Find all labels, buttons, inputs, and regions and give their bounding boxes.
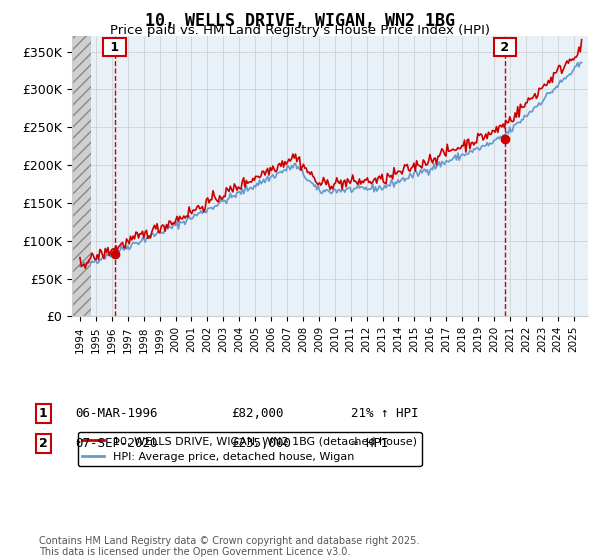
Text: 1: 1: [106, 41, 124, 54]
Bar: [72, 36, 91, 316]
Text: 06-MAR-1996: 06-MAR-1996: [75, 407, 157, 420]
Text: 2: 2: [496, 41, 514, 54]
Text: 1: 1: [39, 407, 48, 420]
Text: Contains HM Land Registry data © Crown copyright and database right 2025.
This d: Contains HM Land Registry data © Crown c…: [39, 535, 419, 557]
Text: £235,000: £235,000: [231, 437, 291, 450]
Text: £82,000: £82,000: [231, 407, 284, 420]
Text: 07-SEP-2020: 07-SEP-2020: [75, 437, 157, 450]
Text: 21% ↑ HPI: 21% ↑ HPI: [351, 407, 419, 420]
Text: 10, WELLS DRIVE, WIGAN, WN2 1BG: 10, WELLS DRIVE, WIGAN, WN2 1BG: [145, 12, 455, 30]
Legend: 10, WELLS DRIVE, WIGAN, WN2 1BG (detached house), HPI: Average price, detached h: 10, WELLS DRIVE, WIGAN, WN2 1BG (detache…: [77, 432, 422, 466]
Text: Price paid vs. HM Land Registry's House Price Index (HPI): Price paid vs. HM Land Registry's House …: [110, 24, 490, 37]
Text: ≈ HPI: ≈ HPI: [351, 437, 389, 450]
Text: 2: 2: [39, 437, 48, 450]
